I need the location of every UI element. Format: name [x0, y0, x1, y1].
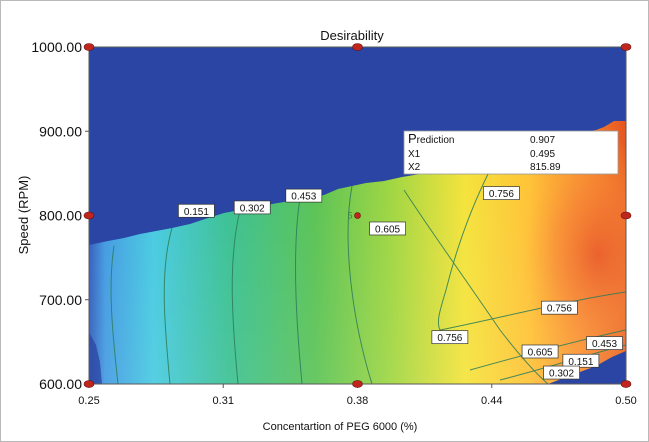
contour-label-text: 0.151 — [184, 207, 209, 218]
contour-label: 0.302 — [543, 365, 580, 380]
contour-labels: 0.151 0.3020.4530.6050.7560.7560.7560.605… — [178, 186, 623, 380]
contour-label: 0.756 — [431, 330, 469, 345]
contour-line-left-3 — [231, 209, 241, 384]
contour-label-box — [521, 344, 559, 359]
contour-label-box — [543, 365, 580, 380]
design-point — [620, 380, 632, 388]
contour-label: 0.151 — [562, 353, 600, 368]
contour-label-box — [586, 336, 623, 350]
prediction-row-0-name: Prediction — [408, 131, 454, 146]
contour-line-mid-1 — [295, 197, 303, 384]
contour-line-left-2 — [163, 227, 173, 384]
x-tick-label: 0.50 — [615, 395, 636, 407]
contour-label-box — [431, 330, 469, 345]
contour-label-text: 0.756 — [437, 333, 462, 344]
chart-title: Desirability — [320, 28, 384, 43]
contour-label-box — [483, 186, 520, 200]
contour-label: 0.605 — [521, 344, 559, 359]
contour-label-text: 0.453 — [291, 192, 316, 203]
infeasible-region-bottom-right — [548, 351, 626, 384]
design-point-center — [354, 212, 361, 219]
design-point — [620, 211, 632, 220]
contour-line-left-1 — [110, 245, 119, 384]
contour-label-text: 0.302 — [549, 369, 574, 380]
infeasible-region-bottom-left — [89, 332, 102, 384]
contour-label: 0.302 — [233, 200, 271, 215]
y-axis-title: Speed (RPM) — [16, 176, 31, 255]
design-point — [83, 211, 95, 220]
contour-label-text: 0.453 — [592, 339, 617, 350]
contour-label-text: 0.605 — [375, 224, 400, 235]
infeasible-region-top — [89, 47, 626, 245]
prediction-row-1-value: 0.495 — [530, 149, 555, 160]
y-tick-label: 800.00 — [39, 208, 82, 224]
contour-line-mid-2 — [347, 185, 373, 384]
contour-label: 0.756 — [541, 300, 578, 315]
x-tick-label: 0.31 — [213, 395, 234, 407]
center-point-label: 5 — [347, 211, 352, 221]
contour-label-box — [541, 300, 578, 315]
y-tick-label: 900.00 — [39, 123, 82, 139]
y-axis-ticks: 600.00 700.00 800.00 900.00 1000.00 — [31, 39, 89, 392]
contour-label: 0.151 — [178, 203, 215, 218]
prediction-row-1-name: X1 — [408, 149, 421, 160]
contour-line-right-2 — [437, 169, 491, 331]
prediction-initial: P — [408, 131, 417, 146]
contour-label-text: 0.756 — [489, 189, 514, 200]
design-point — [352, 43, 363, 51]
x-tick-label: 0.38 — [347, 395, 368, 407]
prediction-row-0-value: 0.907 — [530, 135, 555, 146]
contour-line-low-1 — [439, 291, 626, 331]
contour-label: 0.605 — [369, 221, 406, 236]
x-tick-label: 0.44 — [481, 395, 502, 407]
contour-label-box — [562, 353, 600, 368]
contour-label-text: 0.302 — [240, 203, 265, 214]
contour-label-box — [285, 188, 323, 203]
contour-line-right-1 — [403, 189, 549, 384]
design-points — [83, 43, 632, 388]
y-tick-label: 600.00 — [39, 376, 82, 392]
prediction-rest: rediction — [417, 135, 455, 146]
plot-area — [89, 47, 626, 384]
design-point — [620, 43, 632, 51]
design-point — [83, 380, 95, 388]
prediction-box-background — [403, 130, 619, 175]
contour-label-box — [178, 203, 215, 218]
contour-label-box — [369, 221, 406, 236]
contour-label-text: 0.605 — [528, 347, 553, 358]
prediction-row-2-value: 815.89 — [530, 162, 561, 173]
contour-label: 0.453 — [586, 336, 623, 350]
design-point — [83, 43, 95, 51]
x-axis-ticks: 0.25 0.31 0.38 0.44 0.50 — [78, 384, 637, 407]
prediction-row-2-name: X2 — [408, 162, 421, 173]
contour-label-text: 0.756 — [547, 304, 572, 315]
contour-label-box — [233, 200, 271, 215]
contour-label-text: 0.151 — [568, 357, 593, 368]
design-point — [352, 380, 363, 388]
prediction-box: Prediction 0.907 X1 0.495 X2 815.89 — [403, 130, 619, 175]
contour-label: 0.453 — [285, 188, 323, 203]
x-tick-label: 0.25 — [78, 395, 99, 407]
y-tick-label: 1000.00 — [31, 39, 82, 55]
x-axis-title: Concentartion of PEG 6000 (%) — [263, 421, 418, 433]
y-tick-label: 700.00 — [39, 292, 82, 308]
contour-label: 0.756 — [483, 186, 520, 200]
